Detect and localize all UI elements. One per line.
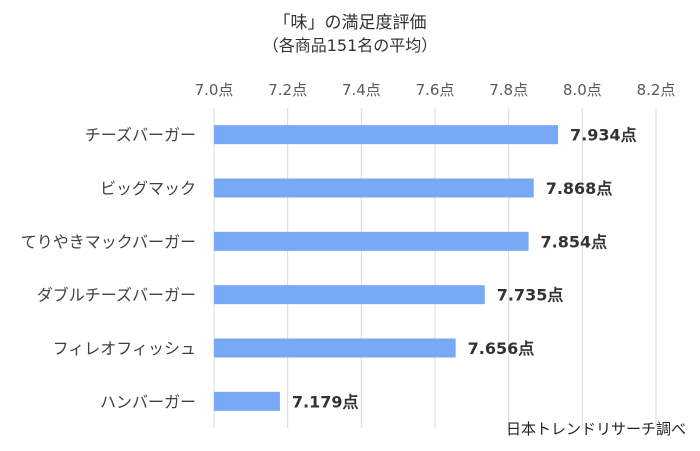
x-tick-label: 8.2点 xyxy=(637,81,676,99)
category-label: ダブルチーズバーガー xyxy=(37,286,196,305)
x-tick-label: 7.4点 xyxy=(342,81,381,99)
x-tick-label: 7.0点 xyxy=(195,81,234,99)
data-label: 7.179点 xyxy=(292,392,359,411)
bar xyxy=(214,231,529,251)
bar xyxy=(214,338,456,358)
category-label: ハンバーガー xyxy=(100,392,196,411)
bar xyxy=(214,391,280,411)
category-label: ビッグマック xyxy=(100,179,196,198)
x-tick-label: 7.8点 xyxy=(489,81,528,99)
bar xyxy=(214,125,559,145)
category-label: フィレオフィッシュ xyxy=(53,339,196,358)
data-label: 7.735点 xyxy=(497,286,564,305)
chart-title: 「味」の満足度評価 xyxy=(273,13,427,33)
data-label: 7.934点 xyxy=(570,126,637,145)
chart-subtitle: （各商品151名の平均） xyxy=(262,36,438,55)
x-tick-label: 7.2点 xyxy=(268,81,307,99)
source-note: 日本トレンドリサーチ調べ xyxy=(505,420,686,438)
x-tick-label: 7.6点 xyxy=(416,81,455,99)
bar xyxy=(214,285,485,305)
category-label: てりやきマックバーガー xyxy=(21,232,196,251)
data-label: 7.854点 xyxy=(541,232,608,251)
bar xyxy=(214,178,534,198)
category-label: チーズバーガー xyxy=(85,126,196,145)
x-tick-label: 8.0点 xyxy=(563,81,602,99)
data-label: 7.656点 xyxy=(468,339,535,358)
data-label: 7.868点 xyxy=(546,179,613,198)
